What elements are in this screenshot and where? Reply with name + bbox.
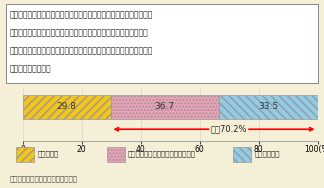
- Bar: [219, 95, 318, 119]
- Text: す。あなたは、社会資本に老朽化の問題があることを知っていました: す。あなたは、社会資本に老朽化の問題があることを知っていました: [10, 46, 153, 55]
- Text: 33.5: 33.5: [258, 102, 278, 111]
- Text: 合計70.2%: 合計70.2%: [211, 125, 247, 134]
- Bar: [110, 95, 219, 119]
- Text: た半面、施設の老朽化により、今後多くの施設が更新時期を迎えま: た半面、施設の老朽化により、今後多くの施設が更新時期を迎えま: [10, 28, 148, 37]
- Text: 聞いたことはあるが、よく知らない: 聞いたことはあるが、よく知らない: [128, 151, 196, 158]
- Text: 29.8: 29.8: [57, 102, 76, 111]
- Text: 知らなかった: 知らなかった: [254, 151, 280, 158]
- Bar: [23, 95, 110, 119]
- Text: 知っていた: 知っていた: [37, 151, 59, 158]
- Text: 我が国では、これまでに多くの社会資本が整備され生活が豊かになっ: 我が国では、これまでに多くの社会資本が整備され生活が豊かになっ: [10, 10, 153, 19]
- Text: 資料）国土交通省「国民意識調査」: 資料）国土交通省「国民意識調査」: [10, 176, 78, 182]
- Text: か。（ひとつだけ）: か。（ひとつだけ）: [10, 64, 51, 73]
- Text: 36.7: 36.7: [155, 102, 175, 111]
